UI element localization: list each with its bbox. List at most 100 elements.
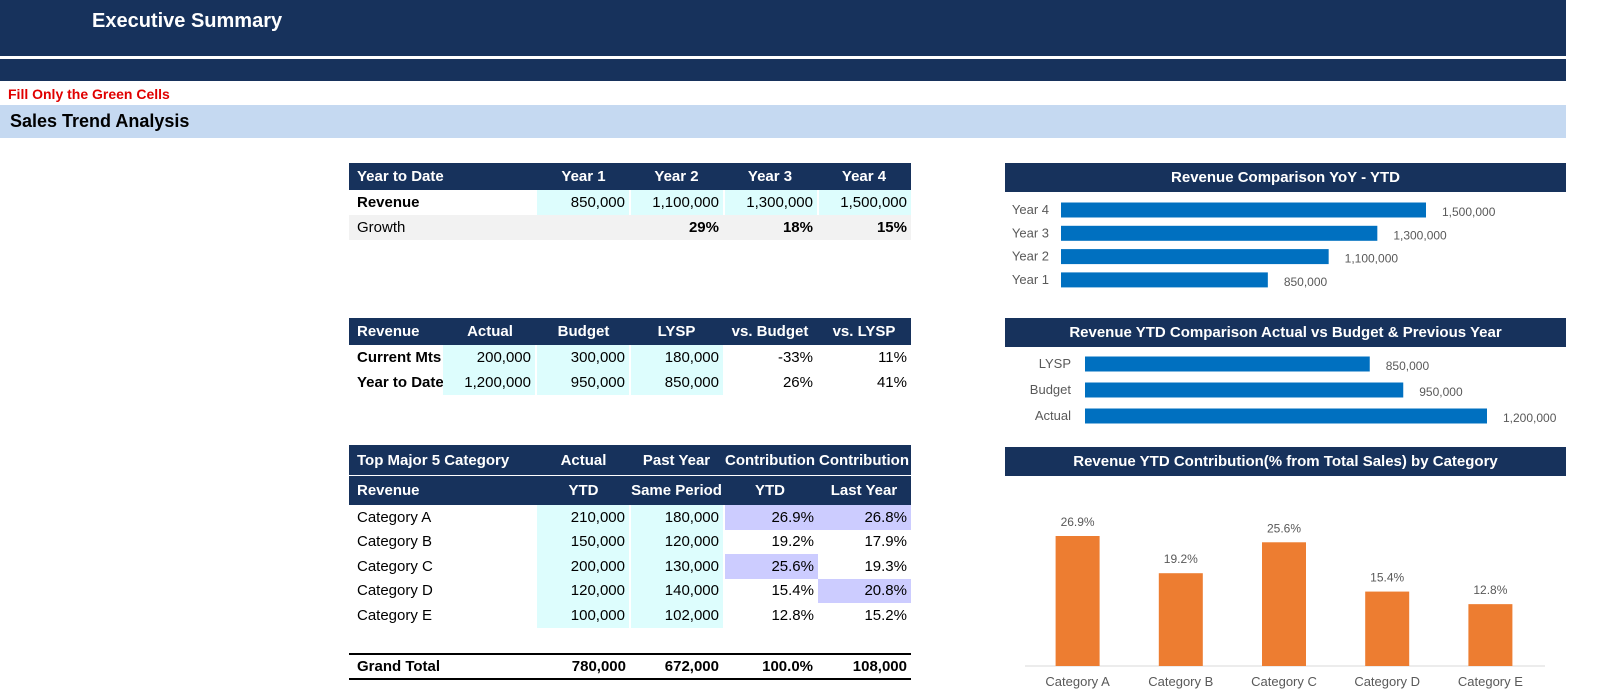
budget-header-lysp: LYSP [630, 318, 723, 345]
budget-current-actual[interactable]: 200,000 [443, 345, 535, 370]
category-contribution-ytd: 15.4% [771, 582, 814, 600]
category-past-year[interactable]: 130,000 [631, 554, 723, 579]
ytd-table: Year to Date Year 1 Year 2 Year 3 Year 4… [349, 163, 911, 240]
budget-current-vs-budget: -33% [777, 349, 813, 366]
header-subbar [0, 59, 1566, 81]
ytd-growth-year3: 18% [782, 219, 813, 236]
chart-bar [1055, 536, 1100, 666]
chart-bar [1085, 382, 1404, 398]
category-header2-same-period: Same Period [630, 476, 723, 505]
category-label: Category E [357, 606, 433, 624]
category-header2-ytd-pct: YTD [723, 476, 817, 505]
category-past-year[interactable]: 102,000 [631, 603, 723, 628]
data-label: 1,100,000 [1345, 252, 1399, 266]
data-label: 1,200,000 [1503, 411, 1557, 425]
budget-current-lysp[interactable]: 180,000 [631, 345, 723, 370]
budget-row-ytd: Year to Date 1,200,000 950,000 850,000 2… [349, 370, 911, 395]
category-past-year[interactable]: 180,000 [631, 505, 723, 530]
ytd-growth-year2: 29% [688, 219, 719, 236]
table-row: Category E 100,000 102,000 12.8% 15.2% [349, 603, 911, 628]
budget-current-budget[interactable]: 300,000 [537, 345, 629, 370]
category-contribution-ly: 15.2% [864, 606, 907, 624]
category-header1-actual: Actual [537, 445, 630, 475]
chart-bar [1158, 573, 1203, 666]
grand-total-row: Grand Total 780,000 672,000 100.0% 108,0… [349, 653, 911, 680]
budget-ytd-actual[interactable]: 1,200,000 [443, 370, 535, 395]
budget-header-budget: Budget [537, 318, 630, 345]
header-divider [349, 475, 911, 476]
section-title: Sales Trend Analysis [10, 111, 190, 131]
data-label: 25.6% [1267, 521, 1301, 535]
header-bar: Executive Summary [0, 0, 1566, 56]
ytd-revenue-year2[interactable]: 1,100,000 [631, 190, 723, 215]
category-header1-contribution: Contribution [723, 445, 817, 475]
ytd-revenue-year1[interactable]: 850,000 [537, 190, 629, 215]
budget-row-current: Current Mts 200,000 300,000 180,000 -33%… [349, 345, 911, 370]
ytd-revenue-year4[interactable]: 1,500,000 [819, 190, 911, 215]
chart-revenue-yoy: Revenue Comparison YoY - YTD Year 4 1,500… [1005, 163, 1566, 327]
ytd-revenue-row: Revenue 850,000 1,100,000 1,300,000 1,50… [349, 190, 911, 215]
grand-total-label: Grand Total [357, 658, 441, 675]
ytd-table-header: Year to Date Year 1 Year 2 Year 3 Year 4 [349, 163, 911, 190]
table-row: Category B 150,000 120,000 19.2% 17.9% [349, 529, 911, 554]
chart-bar [1085, 408, 1487, 424]
ytd-growth-year4: 15% [876, 219, 907, 236]
budget-table-header: Revenue Actual Budget LYSP vs. Budget vs… [349, 318, 911, 345]
data-label: 1,500,000 [1442, 205, 1496, 219]
axis-tick-label: Year 3 [1012, 225, 1049, 240]
budget-header-vs-lysp: vs. LYSP [817, 318, 911, 345]
axis-tick-label: Year 1 [1012, 272, 1049, 287]
grand-total-last-year: 108,000 [852, 658, 907, 675]
page-title: Executive Summary [92, 10, 283, 32]
data-label: 950,000 [1419, 385, 1463, 399]
ytd-header-year1: Year 1 [537, 163, 630, 190]
category-contribution-ly: 17.9% [864, 533, 907, 551]
data-label: 12.8% [1473, 583, 1507, 597]
budget-header-vs-budget: vs. Budget [723, 318, 817, 345]
category-actual-ytd[interactable]: 120,000 [537, 578, 629, 603]
chart-bar [1061, 272, 1268, 288]
category-actual-ytd[interactable]: 210,000 [537, 505, 629, 530]
category-actual-ytd[interactable]: 100,000 [537, 603, 629, 628]
category-header1-contribution-ly: Contribution [817, 445, 911, 475]
ytd-revenue-year3[interactable]: 1,300,000 [725, 190, 817, 215]
axis-tick-label: Actual [1035, 408, 1071, 423]
axis-tick-label: Category D [1354, 674, 1420, 689]
category-header2-label: Revenue [349, 476, 537, 505]
category-actual-ytd[interactable]: 150,000 [537, 529, 629, 554]
chart-category-contribution-plot: 26.9% Category A 19.2% Category B 25.6% Categ… [1025, 515, 1545, 689]
category-table: Top Major 5 Category Actual Past Year Co… [349, 445, 911, 628]
category-past-year[interactable]: 120,000 [631, 529, 723, 554]
chart-bar [1085, 356, 1370, 372]
budget-ytd-vs-lysp: 41% [876, 374, 907, 391]
budget-table: Revenue Actual Budget LYSP vs. Budget vs… [349, 318, 911, 395]
budget-ytd-lysp[interactable]: 850,000 [631, 370, 723, 395]
grand-total-actual: 780,000 [571, 658, 626, 675]
axis-tick-label: Category B [1148, 674, 1213, 689]
category-header2-ytd: YTD [537, 476, 630, 505]
category-contribution-ly: 26.8% [818, 505, 911, 530]
category-header1-past-year: Past Year [630, 445, 723, 475]
table-row: Category A 210,000 180,000 26.9% 26.8% [349, 505, 911, 530]
ytd-header-year4: Year 4 [817, 163, 911, 190]
chart-title: Revenue YTD Contribution(% from Total Sa… [1005, 447, 1566, 476]
data-label: 26.9% [1061, 515, 1095, 529]
category-past-year[interactable]: 140,000 [631, 578, 723, 603]
ytd-header-year2: Year 2 [630, 163, 723, 190]
category-actual-ytd[interactable]: 200,000 [537, 554, 629, 579]
category-table-header2: Revenue YTD Same Period YTD Last Year [349, 476, 911, 505]
category-contribution-ytd: 26.9% [725, 505, 818, 530]
chart-bar [1061, 225, 1378, 241]
budget-row-label: Year to Date [357, 374, 443, 391]
ytd-growth-label: Growth [357, 219, 406, 236]
category-label: Category D [357, 582, 433, 600]
table-row: Category D 120,000 140,000 15.4% 20.8% [349, 578, 911, 603]
category-header2-last-year: Last Year [817, 476, 911, 505]
budget-ytd-budget[interactable]: 950,000 [537, 370, 629, 395]
ytd-growth-row: Growth 29% 18% 15% [349, 215, 911, 240]
section-header: Sales Trend Analysis [0, 105, 1566, 138]
category-header1-label: Top Major 5 Category [349, 445, 537, 475]
grand-total-past-year: 672,000 [664, 658, 719, 675]
chart-revenue-actual-budget-plot: LYSP 850,000 Budget 950,000 Actual 1,200,000 [1030, 356, 1557, 425]
budget-header-label: Revenue [349, 318, 443, 345]
